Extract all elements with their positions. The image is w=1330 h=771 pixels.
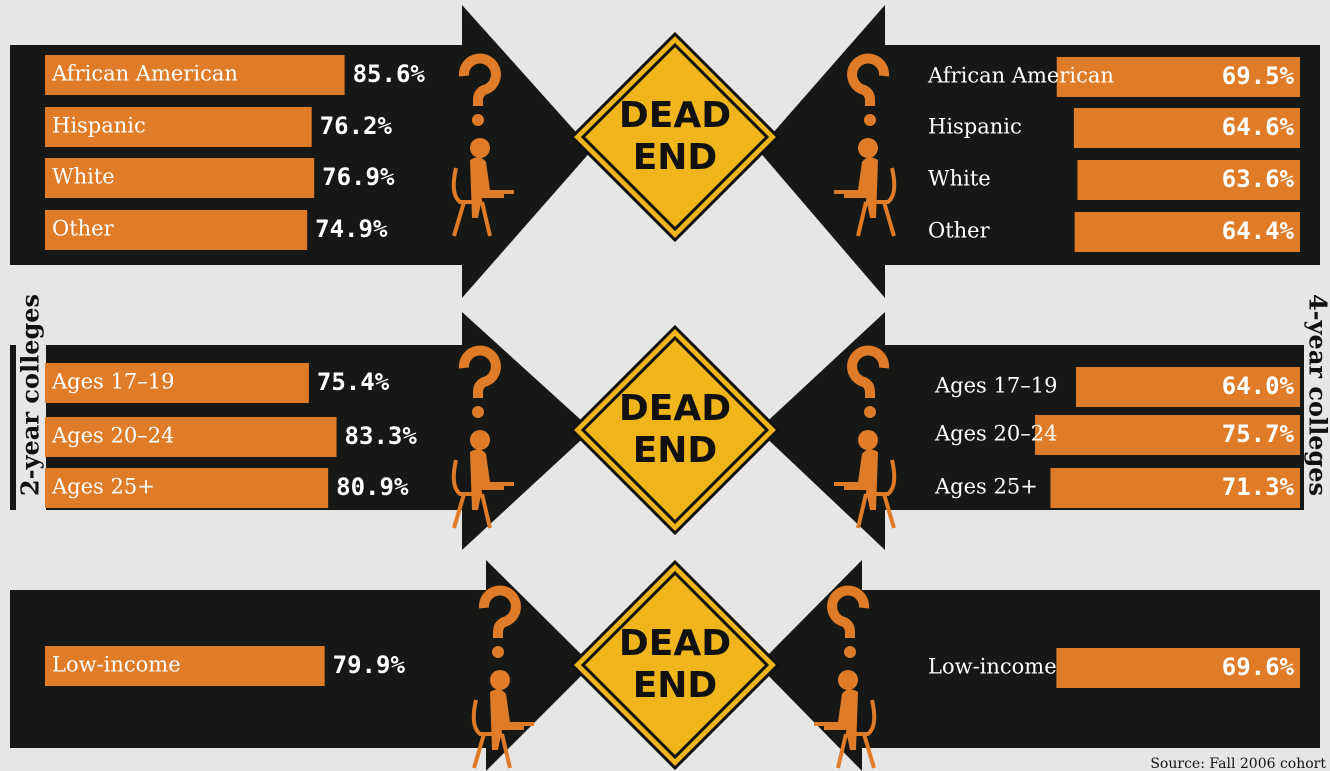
sign-text: END	[633, 430, 718, 471]
value-label: 64.4%	[1222, 217, 1295, 245]
question-dot	[492, 646, 504, 658]
value-label: 79.9%	[333, 651, 406, 679]
value-label: 75.4%	[317, 368, 390, 396]
side-label: 2-year colleges	[16, 294, 45, 496]
value-label: 85.6%	[353, 60, 426, 88]
category-label: Other	[928, 219, 991, 243]
value-label: 64.6%	[1222, 113, 1295, 141]
head	[490, 670, 510, 690]
category-label: Hispanic	[52, 114, 146, 138]
value-label: 75.7%	[1222, 420, 1295, 448]
head	[858, 138, 878, 158]
category-label: Low-income	[928, 655, 1057, 679]
value-label: 69.6%	[1222, 653, 1295, 681]
head	[858, 430, 878, 450]
head	[470, 430, 490, 450]
value-label: 76.2%	[320, 112, 393, 140]
category-label: Ages 17–19	[934, 374, 1057, 398]
value-label: 69.5%	[1222, 62, 1295, 90]
head	[470, 138, 490, 158]
category-label: White	[52, 165, 115, 189]
category-label: Other	[52, 217, 115, 241]
category-label: Ages 20–24	[934, 422, 1057, 446]
category-label: African American	[927, 64, 1114, 88]
head	[838, 670, 858, 690]
category-label: Ages 20–24	[51, 424, 174, 448]
sign-text: DEAD	[619, 388, 731, 429]
sign-text: DEAD	[619, 95, 731, 136]
infographic: 2-year colleges 4-year colleges Source: …	[0, 0, 1330, 771]
value-label: 64.0%	[1222, 372, 1295, 400]
source: Source: Fall 2006 cohort	[1150, 756, 1326, 771]
question-dot	[472, 114, 484, 126]
category-label: Hispanic	[928, 115, 1022, 139]
category-label: Ages 17–19	[51, 370, 174, 394]
category-label: Ages 25+	[51, 475, 155, 499]
sign-text: END	[633, 665, 718, 706]
question-dot	[864, 114, 876, 126]
question-dot	[472, 406, 484, 418]
question-dot	[844, 646, 856, 658]
value-label: 74.9%	[315, 215, 388, 243]
sign-text: END	[633, 137, 718, 178]
side-label: 4-year colleges	[1304, 294, 1330, 496]
value-label: 63.6%	[1222, 165, 1295, 193]
value-label: 80.9%	[336, 473, 409, 501]
value-label: 83.3%	[345, 422, 418, 450]
sign-text: DEAD	[619, 623, 731, 664]
category-label: White	[928, 167, 991, 191]
value-label: 76.9%	[322, 163, 395, 191]
value-label: 71.3%	[1222, 473, 1295, 501]
category-label: African American	[51, 62, 238, 86]
category-label: Ages 25+	[934, 475, 1038, 499]
category-label: Low-income	[52, 653, 181, 677]
question-dot	[864, 406, 876, 418]
